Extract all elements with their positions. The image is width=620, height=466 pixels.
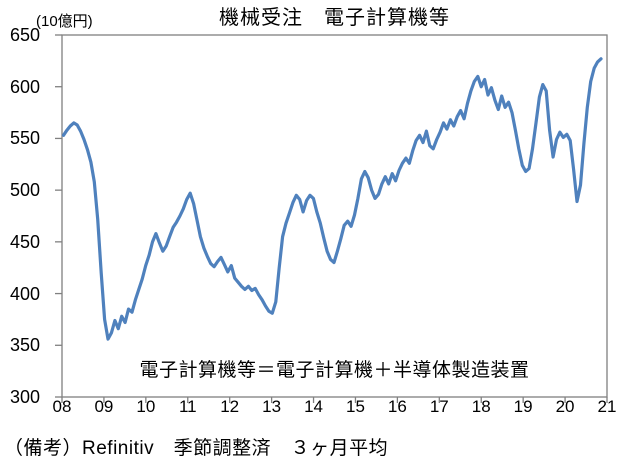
x-tick-label: 18 [471,397,491,416]
x-tick-label: 20 [555,397,575,416]
y-tick-label: 500 [9,180,40,201]
plot-border [61,34,608,398]
x-tick-label: 12 [220,397,240,416]
source-note: （備考）Refinitiv 季節調整済 ３ヶ月平均 [4,438,389,459]
y-tick-label: 600 [9,76,40,97]
y-tick-label: 350 [9,335,40,356]
in-chart-annotation: 電子計算機等＝電子計算機＋半導体製造装置 [139,360,530,381]
x-tick-label: 11 [178,397,197,416]
y-tick-label: 450 [9,231,40,252]
x-tick-label: 15 [345,397,365,416]
x-tick-label: 17 [429,397,449,416]
x-tick-label: 13 [262,397,282,416]
y-tick-label: 300 [9,387,40,407]
x-tick-label: 21 [597,397,617,416]
x-tick-label: 16 [387,397,407,416]
y-axis-unit-label: (10億円) [36,13,93,30]
x-tick-label: 14 [304,397,323,416]
data-line [61,57,603,341]
x-tick-label: 08 [52,397,72,416]
x-tick-label: 09 [94,397,114,416]
chart-title: 機械受注 電子計算機等 [219,7,450,29]
y-tick-label: 400 [9,283,40,304]
x-tick-label: 19 [513,397,533,416]
x-tick-label: 10 [136,397,156,416]
y-tick-label: 550 [9,128,40,149]
y-tick-label: 650 [9,25,40,45]
